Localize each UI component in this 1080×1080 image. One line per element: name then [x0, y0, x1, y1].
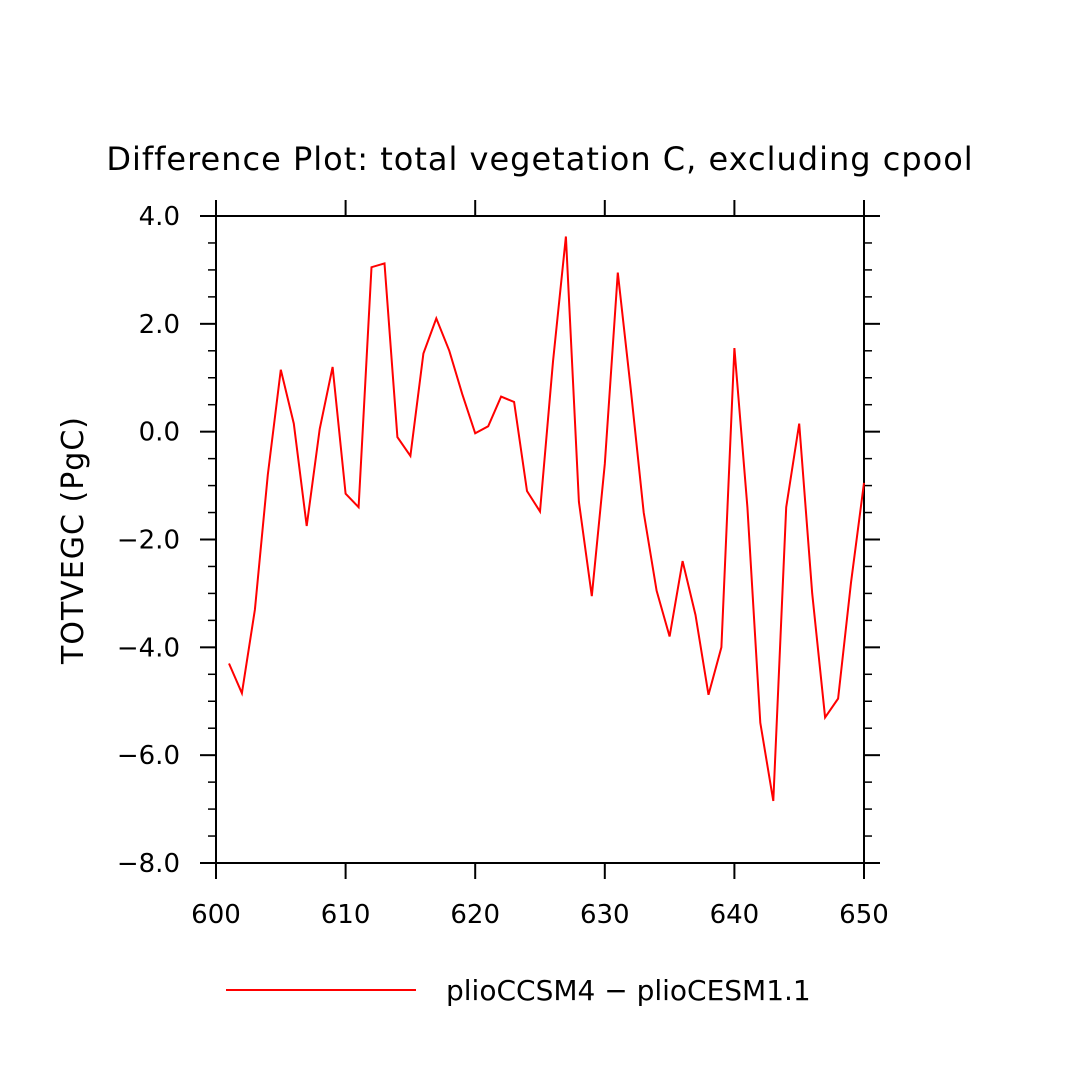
x-tick-label: 650 [839, 900, 889, 930]
y-tick-label: 0.0 [139, 418, 180, 448]
x-tick-label: 630 [580, 900, 630, 930]
y-axis: −8.0 −6.0 −4.0 −2.0 0.0 2.0 4.0 [117, 202, 880, 879]
x-tick-label: 600 [191, 900, 241, 930]
series-group [228, 236, 865, 802]
legend: plioCCSM4 − plioCESM1.1 [226, 974, 811, 1007]
y-tick-label: −6.0 [117, 741, 180, 771]
x-axis: 600 610 620 630 640 650 [191, 200, 889, 930]
x-tick-label: 610 [321, 900, 371, 930]
y-tick-label: −4.0 [117, 633, 180, 663]
y-tick-label: −8.0 [117, 849, 180, 879]
series-line-0 [228, 236, 865, 802]
y-axis-title: TOTVEGC (PgC) [56, 416, 91, 665]
legend-label: plioCCSM4 − plioCESM1.1 [446, 974, 811, 1007]
y-tick-label: 4.0 [139, 202, 180, 232]
y-tick-label: 2.0 [139, 310, 180, 340]
x-tick-label: 620 [450, 900, 500, 930]
y-tick-label: −2.0 [117, 526, 180, 556]
x-tick-label: 640 [710, 900, 760, 930]
chart-title: Difference Plot: total vegetation C, exc… [106, 140, 973, 178]
